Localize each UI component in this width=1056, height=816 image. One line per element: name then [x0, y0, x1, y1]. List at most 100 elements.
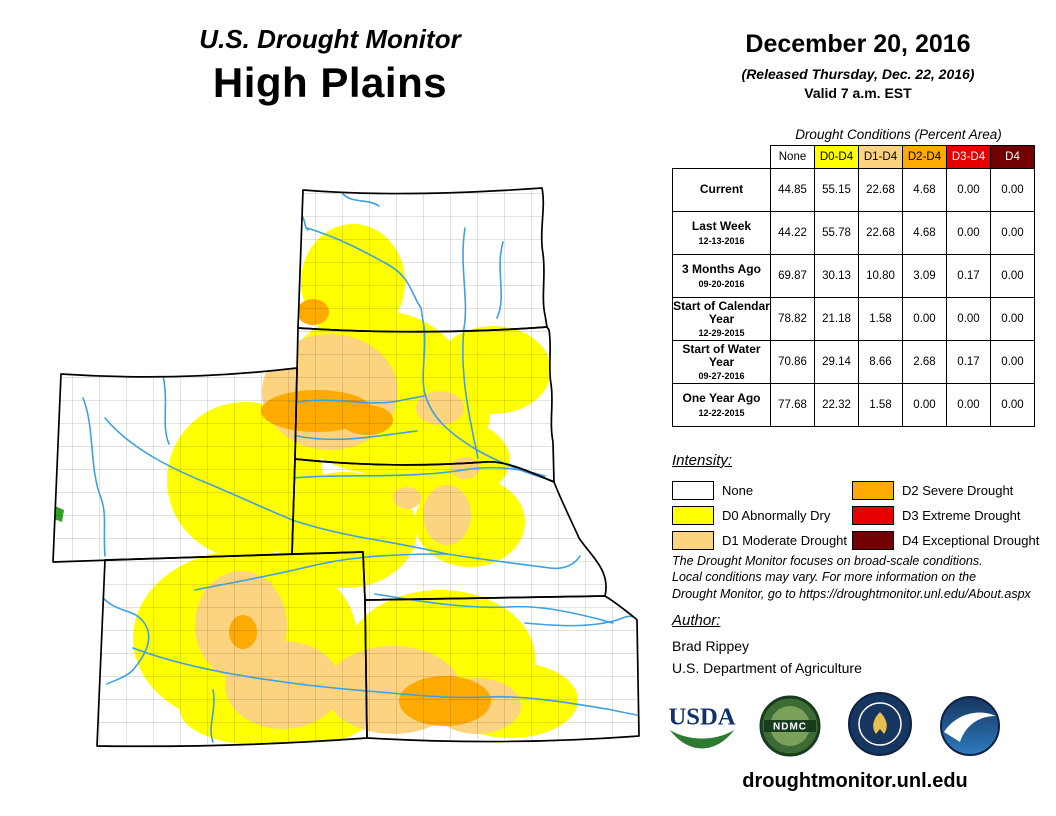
ndmc-logo: NDMC	[758, 694, 822, 763]
valid-time: Valid 7 a.m. EST	[804, 85, 912, 101]
percent-area-cell: 44.85	[770, 168, 815, 212]
d1-color-swatch	[672, 531, 714, 550]
percent-area-cell: 70.86	[770, 340, 815, 384]
legend-label: D3 Extreme Drought	[902, 508, 1021, 523]
column-header-none: None	[770, 145, 815, 169]
disclaimer-text: The Drought Monitor focuses on broad-sca…	[672, 553, 1052, 602]
commerce-seal-logo	[846, 690, 914, 763]
percent-area-cell: 0.00	[902, 383, 947, 427]
d2-color-swatch	[852, 481, 894, 500]
table-row: Start of Water Year 09-27-2016 70.86 29.14 8…	[672, 340, 1035, 384]
high-plains-map	[52, 187, 640, 748]
percent-area-cell: 0.17	[946, 254, 991, 298]
percent-area-cell: 29.14	[814, 340, 859, 384]
percent-area-cell: 22.68	[858, 168, 903, 212]
region-title: High Plains	[212, 59, 448, 106]
legend-item-d4: D4 Exceptional Drought	[852, 528, 1039, 553]
row-label: Last Week 12-13-2016	[672, 211, 771, 255]
d4-color-swatch	[852, 531, 894, 550]
title-block: U.S. Drought Monitor High Plains	[130, 24, 530, 107]
percent-area-cell: 77.68	[770, 383, 815, 427]
percent-area-cell: 55.78	[814, 211, 859, 255]
rivers	[82, 193, 638, 743]
drought-conditions-table: None D0-D4 D1-D4 D2-D4 D3-D4 D4 Current 44.85 5…	[672, 145, 1035, 427]
ndmc-logo-text: NDMC	[773, 722, 807, 733]
percent-area-cell: 0.00	[946, 168, 991, 212]
table-row: Last Week 12-13-2016 44.22 55.78 22.68 4.68 0.…	[672, 211, 1035, 255]
disclaimer-line: Drought Monitor, go to https://droughtmo…	[672, 586, 1031, 601]
percent-area-cell: 0.17	[946, 340, 991, 384]
table-caption: Drought Conditions (Percent Area)	[795, 127, 1002, 142]
legend-label: None	[722, 483, 754, 498]
percent-area-cell: 0.00	[902, 297, 947, 341]
report-title: U.S. Drought Monitor	[199, 24, 461, 54]
percent-area-cell: 0.00	[946, 383, 991, 427]
legend-item-d3: D3 Extreme Drought	[852, 503, 1039, 528]
d3-color-swatch	[852, 506, 894, 525]
legend-label: D4 Exceptional Drought	[902, 533, 1040, 548]
website-url: droughtmonitor.unl.edu	[742, 770, 968, 792]
percent-area-cell: 22.32	[814, 383, 859, 427]
percent-area-cell: 44.22	[770, 211, 815, 255]
usda-logo-text: USDA	[668, 703, 735, 730]
percent-area-cell: 1.58	[858, 297, 903, 341]
map-date: December 20, 2016	[745, 30, 971, 58]
none-color-swatch	[672, 481, 714, 500]
drought-map	[45, 170, 670, 795]
d0-color-swatch	[672, 506, 714, 525]
noaa-logo	[938, 694, 1002, 763]
legend-item-d0: D0 Abnormally Dry	[672, 503, 852, 528]
percent-area-cell: 0.00	[990, 383, 1035, 427]
eagle-icon	[873, 712, 887, 734]
percent-area-cell: 4.68	[902, 168, 947, 212]
table-corner	[673, 146, 771, 169]
date-block: December 20, 2016 (Released Thursday, De…	[700, 30, 1016, 101]
author-name: Brad Rippey	[672, 638, 750, 654]
percent-area-cell: 0.00	[990, 340, 1035, 384]
percent-area-cell: 21.18	[814, 297, 859, 341]
author-heading: Author:	[672, 612, 721, 629]
column-header-d0-d4: D0-D4	[814, 145, 859, 169]
percent-area-cell: 0.00	[990, 211, 1035, 255]
legend-item-d1: D1 Moderate Drought	[672, 528, 852, 553]
table-row: Current 44.85 55.15 22.68 4.68 0.00 0.00	[672, 168, 1035, 212]
author-block: Author: Brad Rippey U.S. Department of A…	[672, 612, 862, 676]
county-grid	[53, 188, 639, 747]
row-label: Current	[672, 168, 771, 212]
usda-logo: USDA	[666, 700, 738, 765]
legend-title: Intensity:	[672, 452, 733, 469]
percent-area-cell: 22.68	[858, 211, 903, 255]
percent-area-cell: 0.00	[946, 297, 991, 341]
intensity-legend: Intensity: None D0 Abnormally Dry D1 Moder…	[672, 452, 1042, 553]
usda-swoosh	[669, 730, 735, 749]
percent-area-cell: 78.82	[770, 297, 815, 341]
percent-area-cell: 1.58	[858, 383, 903, 427]
release-date: (Released Thursday, Dec. 22, 2016)	[741, 66, 975, 82]
legend-label: D0 Abnormally Dry	[722, 508, 831, 523]
legend-label: D1 Moderate Drought	[722, 533, 848, 548]
percent-area-cell: 55.15	[814, 168, 859, 212]
percent-area-cell: 0.00	[990, 168, 1035, 212]
legend-label: D2 Severe Drought	[902, 483, 1014, 498]
author-organization: U.S. Department of Agriculture	[672, 660, 862, 676]
disclaimer-line: The Drought Monitor focuses on broad-sca…	[672, 554, 983, 568]
column-header-d4: D4	[990, 145, 1035, 169]
percent-area-cell: 0.00	[946, 211, 991, 255]
table-row: Start of Calendar Year 12-29-2015 78.82 21.…	[672, 297, 1035, 341]
legend-item-none: None	[672, 478, 852, 503]
legend-item-d2: D2 Severe Drought	[852, 478, 1039, 503]
row-label: 3 Months Ago 09-20-2016	[672, 254, 771, 298]
row-label: One Year Ago 12-22-2015	[672, 383, 771, 427]
table-row: One Year Ago 12-22-2015 77.68 22.32 1.58 0.00…	[672, 383, 1035, 427]
disclaimer-line: Local conditions may vary. For more info…	[672, 570, 977, 585]
percent-area-cell: 8.66	[858, 340, 903, 384]
column-header-d3-d4: D3-D4	[946, 145, 991, 169]
percent-area-cell: 4.68	[902, 211, 947, 255]
column-header-d2-d4: D2-D4	[902, 145, 947, 169]
row-label: Start of Calendar Year 12-29-2015	[672, 297, 771, 341]
column-header-d1-d4: D1-D4	[858, 145, 903, 169]
percent-area-cell: 3.09	[902, 254, 947, 298]
percent-area-cell: 2.68	[902, 340, 947, 384]
percent-area-cell: 30.13	[814, 254, 859, 298]
